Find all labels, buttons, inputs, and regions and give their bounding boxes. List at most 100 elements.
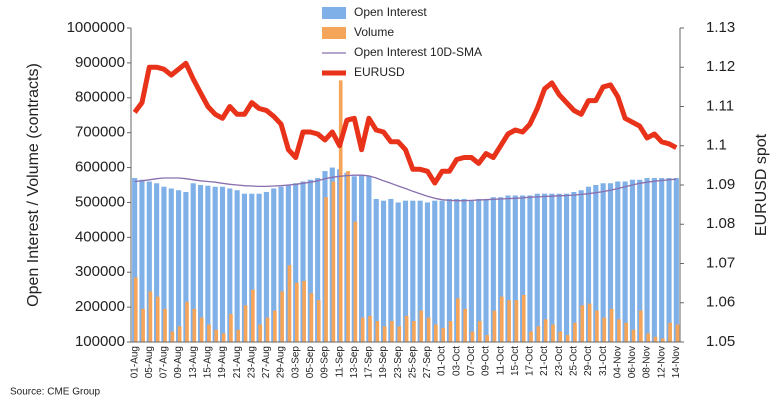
bar (315, 178, 321, 342)
bar (556, 193, 562, 342)
bar (609, 308, 614, 342)
bar (639, 310, 643, 342)
bar (485, 335, 489, 342)
bar (170, 331, 175, 342)
bar (456, 298, 460, 342)
bar (316, 300, 321, 342)
x-tick-label: 15-Oct (510, 346, 521, 376)
x-tick-label: 25-Oct (569, 346, 580, 376)
x-tick-label: 21-Aug (232, 346, 243, 378)
legend-label: EURUSD (354, 65, 405, 79)
bar (468, 200, 474, 342)
y-axis-label: Open Interest / Volume (contracts) (25, 63, 42, 307)
x-tick-label: 27-Sep (422, 346, 433, 379)
bar (565, 335, 570, 342)
bar (595, 310, 599, 342)
y2-tick-label: 1.06 (706, 294, 735, 311)
bar (617, 319, 621, 342)
bar (529, 331, 533, 342)
bar (514, 300, 519, 342)
bar (176, 190, 182, 342)
y2-tick-label: 1.09 (706, 176, 735, 193)
x-tick-label: 12-Nov (656, 346, 667, 378)
bar (331, 181, 336, 342)
x-tick-label: 03-Oct (451, 346, 462, 376)
bar (346, 171, 350, 342)
bar (192, 308, 197, 342)
bar (177, 326, 182, 342)
x-tick-label: 19-Aug (217, 346, 228, 378)
bar (527, 195, 533, 342)
legend-swatch (322, 27, 346, 39)
bar (542, 193, 548, 342)
x-tick-label: 19-Sep (378, 346, 389, 379)
bar (161, 186, 167, 342)
bar (388, 198, 394, 342)
x-tick-label: 17-Oct (525, 346, 536, 376)
bar (278, 186, 284, 342)
x-tick-label: 05-Aug (144, 346, 155, 378)
x-tick-label: 11-Oct (495, 346, 506, 375)
y-tick-label: 200000 (75, 298, 125, 315)
bar (520, 195, 526, 342)
bar (439, 200, 445, 342)
bar (483, 198, 489, 342)
bar (521, 294, 526, 342)
line (134, 174, 677, 202)
bar (490, 197, 496, 342)
bar (666, 178, 672, 342)
bar (492, 310, 497, 342)
bar (141, 308, 145, 342)
bar (573, 322, 577, 342)
bar (463, 308, 467, 342)
bar (300, 181, 306, 342)
bar (359, 174, 365, 342)
bar (653, 336, 658, 342)
y-tick-label: 700000 (75, 124, 125, 141)
bar (585, 186, 592, 342)
bar (512, 195, 518, 342)
bar (243, 305, 248, 342)
bar (571, 191, 577, 342)
bar (505, 195, 511, 342)
bar (673, 178, 679, 342)
bar (132, 178, 138, 342)
y2-tick-label: 1.12 (706, 58, 735, 75)
bar (417, 200, 423, 342)
x-tick-label: 07-Oct (466, 346, 477, 376)
bar (631, 329, 636, 342)
bar (651, 178, 657, 342)
y2-tick-label: 1.13 (706, 19, 735, 36)
bar (338, 80, 343, 342)
y-tick-label: 400000 (75, 228, 125, 245)
bar (382, 326, 387, 342)
bar (368, 315, 372, 342)
bar (549, 193, 555, 342)
bar (251, 289, 255, 342)
bar (629, 179, 635, 342)
bar (139, 179, 145, 342)
bar (558, 331, 563, 342)
x-tick-label: 04-Nov (612, 346, 623, 378)
legend-swatch (322, 7, 346, 19)
bar (476, 198, 482, 342)
x-tick-label: 15-Aug (203, 346, 214, 378)
bar (380, 200, 387, 342)
bar (324, 197, 328, 342)
y-tick-label: 800000 (75, 89, 125, 106)
x-tick-label: 27-Aug (261, 346, 272, 378)
y2-axis-label: EURUSD spot (753, 133, 770, 236)
bar (205, 185, 211, 342)
x-tick-label: 23-Oct (554, 346, 565, 376)
bar (221, 333, 226, 342)
bar (183, 191, 189, 342)
bar (675, 324, 680, 342)
x-tick-label: 31-Oct (598, 346, 609, 376)
bar (190, 183, 196, 342)
x-tick-label: 23-Aug (246, 346, 257, 378)
bar (402, 200, 409, 342)
bar (287, 265, 292, 342)
bar (448, 321, 453, 342)
bar (249, 193, 255, 342)
